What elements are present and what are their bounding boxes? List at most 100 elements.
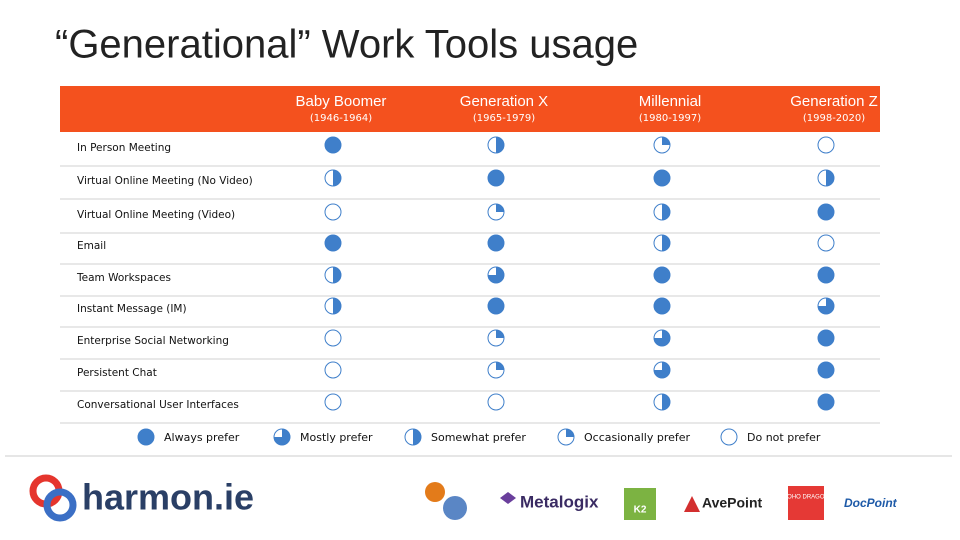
harvey-ball — [487, 266, 505, 284]
legend-label: Do not prefer — [747, 431, 821, 444]
ball-fill — [333, 298, 341, 314]
row-label: Team Workspaces — [76, 272, 171, 284]
partner-logo: SOHO DRAGON — [783, 495, 829, 501]
ball-fill — [488, 298, 504, 314]
harvey-ball — [487, 234, 505, 252]
ball-fill — [488, 235, 504, 251]
ball-fill — [654, 170, 670, 186]
column-years: (1946-1964) — [310, 113, 372, 124]
harvey-ball — [817, 361, 835, 379]
ball-fill — [662, 137, 670, 145]
harmonie-logo: harmon.ie — [29, 474, 254, 522]
ball-fill — [496, 362, 504, 370]
ball-fill — [654, 298, 670, 314]
ball-fill — [654, 362, 670, 378]
harvey-ball — [653, 234, 671, 252]
harvey-ball — [653, 136, 671, 154]
column-name: Millennial — [639, 93, 702, 110]
harvey-ball — [404, 428, 422, 446]
harvey-ball — [557, 428, 575, 446]
ball-outline — [817, 234, 835, 252]
harvey-ball — [653, 169, 671, 187]
ball-fill — [826, 170, 834, 186]
ball-fill — [496, 137, 504, 153]
harvey-ball — [487, 169, 505, 187]
partner-logo: Metalogix — [520, 492, 599, 511]
ball-fill — [566, 429, 574, 437]
harvey-ball — [273, 428, 291, 446]
ball-fill — [138, 429, 154, 445]
harvey-ball — [324, 329, 342, 347]
harvey-ball — [653, 361, 671, 379]
ball-fill — [818, 267, 834, 283]
legend-label: Occasionally prefer — [584, 431, 691, 444]
harvey-ball — [324, 266, 342, 284]
column-name: Baby Boomer — [296, 93, 387, 110]
ball-fill — [818, 330, 834, 346]
row-label: Virtual Online Meeting (Video) — [77, 209, 235, 221]
partner-logo: AvePoint — [702, 495, 762, 511]
harvey-ball — [324, 136, 342, 154]
row-label: Persistent Chat — [77, 367, 157, 379]
harvey-ball — [487, 136, 505, 154]
harvey-ball — [817, 136, 835, 154]
harvey-ball — [324, 361, 342, 379]
harvey-ball — [324, 203, 342, 221]
harvey-ball — [487, 203, 505, 221]
legend-label: Somewhat prefer — [431, 431, 526, 444]
harvey-ball — [720, 428, 738, 446]
ball-fill — [662, 204, 670, 220]
ball-fill — [654, 330, 670, 346]
ball-outline — [817, 136, 835, 154]
ball-fill — [488, 170, 504, 186]
row-label: Virtual Online Meeting (No Video) — [77, 175, 253, 187]
legend-label: Always prefer — [164, 431, 240, 444]
ball-outline — [324, 361, 342, 379]
ball-fill — [333, 170, 341, 186]
harvey-ball — [817, 297, 835, 315]
harvey-ball — [817, 169, 835, 187]
harvey-ball — [487, 361, 505, 379]
ball-fill — [818, 298, 834, 314]
harvey-ball — [324, 234, 342, 252]
row-label: Enterprise Social Networking — [77, 335, 229, 347]
row-label: Conversational User Interfaces — [77, 399, 239, 411]
column-years: (1965-1979) — [473, 113, 535, 124]
ball-fill — [496, 330, 504, 338]
partner-logo: DocPoint — [844, 496, 898, 510]
harvey-ball — [324, 393, 342, 411]
ball-fill — [274, 429, 290, 445]
ball-fill — [818, 394, 834, 410]
ball-outline — [324, 393, 342, 411]
ball-fill — [325, 137, 341, 153]
ball-fill — [654, 267, 670, 283]
column-name: Generation X — [460, 93, 548, 110]
harvey-ball — [653, 329, 671, 347]
ball-fill — [662, 394, 670, 410]
legend-label: Mostly prefer — [300, 431, 373, 444]
harvey-ball — [324, 297, 342, 315]
row-label: In Person Meeting — [77, 142, 171, 154]
harvey-ball — [817, 329, 835, 347]
harvey-ball — [817, 393, 835, 411]
ball-fill — [333, 267, 341, 283]
ball-fill — [413, 429, 421, 445]
slide-title: “Generational” Work Tools usage — [55, 23, 638, 67]
harvey-ball — [137, 428, 155, 446]
partner-logo: K2 — [634, 505, 647, 516]
ball-outline — [487, 393, 505, 411]
harvey-ball — [487, 297, 505, 315]
ball-fill — [488, 267, 504, 283]
partner-logos: Metalogix K2 AvePoint SOHO DRAGON DocPoi… — [425, 482, 898, 520]
ball-fill — [325, 235, 341, 251]
logo-text: harmon.ie — [82, 477, 254, 518]
ball-outline — [720, 428, 738, 446]
ball-outline — [324, 203, 342, 221]
column-years: (1980-1997) — [639, 113, 701, 124]
row-label: Instant Message (IM) — [77, 303, 187, 315]
harvey-ball — [817, 203, 835, 221]
header-band — [60, 86, 880, 132]
ball-fill — [496, 204, 504, 212]
